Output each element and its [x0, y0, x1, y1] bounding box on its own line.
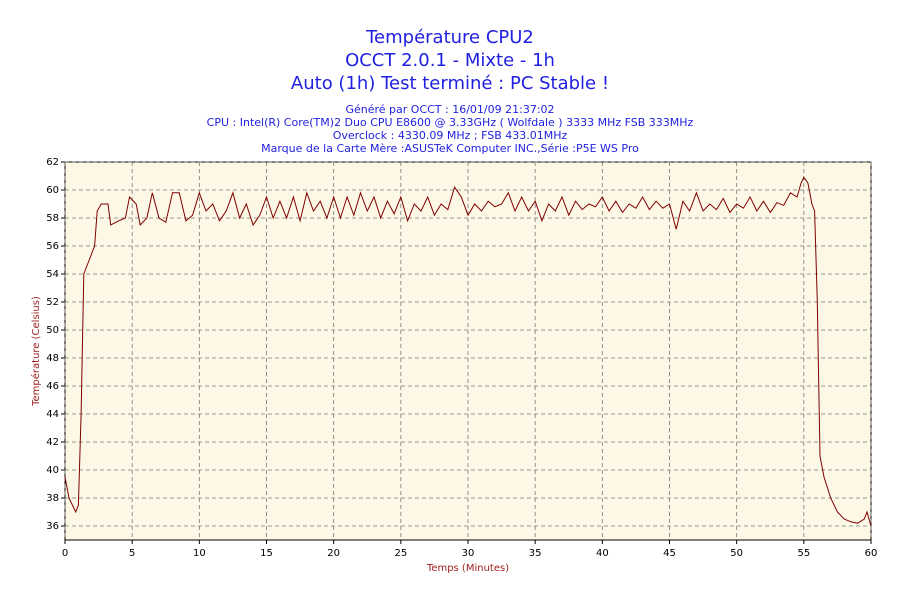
x-tick-label: 0 — [62, 548, 68, 559]
x-axis-label: Temps (Minutes) — [426, 563, 509, 574]
y-tick-label: 50 — [46, 325, 59, 336]
y-tick-label: 48 — [46, 353, 59, 364]
chart-title: Température CPU2 — [365, 27, 534, 48]
y-tick-label: 56 — [46, 241, 59, 252]
y-tick-label: 40 — [46, 465, 59, 476]
y-tick-label: 58 — [46, 213, 59, 224]
x-tick-label: 35 — [529, 548, 542, 559]
y-tick-label: 60 — [46, 185, 59, 196]
chart-title: Auto (1h) Test terminé : PC Stable ! — [291, 73, 609, 94]
y-tick-label: 52 — [46, 297, 59, 308]
subtitle: Marque de la Carte Mère :ASUSTeK Compute… — [261, 142, 639, 155]
y-tick-label: 54 — [46, 269, 59, 280]
y-tick-label: 62 — [46, 157, 59, 168]
chart-title: OCCT 2.0.1 - Mixte - 1h — [345, 50, 555, 71]
subtitle: Overclock : 4330.09 MHz ; FSB 433.01MHz — [333, 129, 568, 142]
x-tick-label: 45 — [663, 548, 676, 559]
x-tick-label: 55 — [797, 548, 810, 559]
data-line — [64, 176, 872, 527]
subtitle: Généré par OCCT : 16/01/09 21:37:02 — [345, 103, 554, 116]
x-tick-label: 10 — [193, 548, 206, 559]
x-tick-label: 30 — [462, 548, 475, 559]
y-tick-label: 44 — [46, 409, 59, 420]
y-tick-label: 42 — [46, 437, 59, 448]
x-tick-label: 25 — [394, 548, 407, 559]
x-tick-label: 40 — [596, 548, 609, 559]
x-tick-label: 50 — [730, 548, 743, 559]
y-tick-label: 36 — [46, 521, 59, 532]
subtitle: CPU : Intel(R) Core(TM)2 Duo CPU E8600 @… — [207, 116, 694, 129]
x-tick-label: 5 — [129, 548, 135, 559]
x-tick-label: 60 — [865, 548, 878, 559]
y-axis-label: Température (Celsius) — [30, 296, 42, 407]
y-tick-label: 46 — [46, 381, 59, 392]
x-tick-label: 15 — [260, 548, 273, 559]
y-tick-label: 38 — [46, 493, 59, 504]
x-tick-label: 20 — [327, 548, 340, 559]
